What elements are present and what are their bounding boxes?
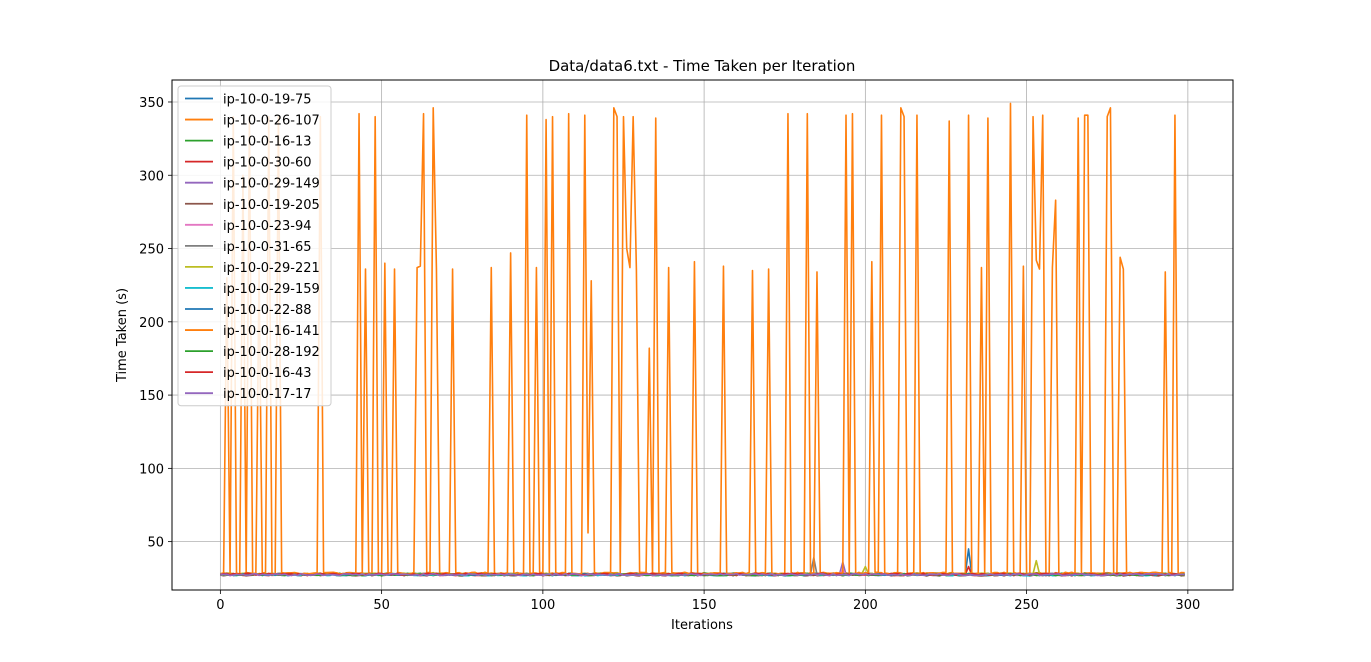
x-axis-label: Iterations bbox=[671, 618, 733, 633]
y-axis-ticks: 50 100 150 200 250 300 350 bbox=[139, 96, 172, 551]
y-tick-label: 300 bbox=[139, 169, 164, 184]
legend-label: ip-10-0-19-205 bbox=[223, 198, 320, 213]
x-tick-label: 300 bbox=[1175, 598, 1200, 613]
y-tick-label: 200 bbox=[139, 316, 164, 331]
legend-label: ip-10-0-30-60 bbox=[223, 156, 312, 171]
y-tick-label: 350 bbox=[139, 96, 164, 111]
series-line-ip-10-0-17-17 bbox=[220, 572, 1185, 577]
legend-label: ip-10-0-16-43 bbox=[223, 366, 312, 381]
grid-lines bbox=[172, 80, 1233, 590]
x-tick-label: 250 bbox=[1014, 598, 1039, 613]
legend-label: ip-10-0-16-13 bbox=[223, 135, 312, 150]
x-tick-label: 50 bbox=[373, 598, 390, 613]
legend-label: ip-10-0-16-141 bbox=[223, 324, 320, 339]
y-tick-label: 150 bbox=[139, 389, 164, 404]
legend-label: ip-10-0-26-107 bbox=[223, 114, 320, 129]
y-tick-label: 100 bbox=[139, 462, 164, 477]
x-tick-label: 200 bbox=[853, 598, 878, 613]
legend-label: ip-10-0-29-149 bbox=[223, 177, 320, 192]
legend-label: ip-10-0-19-75 bbox=[223, 93, 312, 108]
series-line-ip-10-0-16-141 bbox=[220, 102, 1185, 575]
y-tick-label: 250 bbox=[139, 243, 164, 258]
legend-label: ip-10-0-31-65 bbox=[223, 240, 312, 255]
series-line-ip-10-0-19-75 bbox=[220, 548, 1185, 577]
y-axis-label: Time Taken (s) bbox=[115, 288, 130, 383]
legend-label: ip-10-0-28-192 bbox=[223, 345, 320, 360]
x-tick-label: 150 bbox=[692, 598, 717, 613]
legend-label: ip-10-0-23-94 bbox=[223, 219, 312, 234]
chart-title: Data/data6.txt - Time Taken per Iteratio… bbox=[549, 57, 856, 75]
x-tick-label: 100 bbox=[530, 598, 555, 613]
series-lines bbox=[220, 102, 1185, 577]
y-tick-label: 50 bbox=[147, 536, 164, 551]
legend: ip-10-0-19-75 ip-10-0-26-107 ip-10-0-16-13… bbox=[177, 85, 332, 407]
x-axis-ticks: 0 50 100 150 200 250 300 bbox=[216, 590, 1200, 613]
legend-label: ip-10-0-22-88 bbox=[223, 303, 312, 318]
legend-label: ip-10-0-29-159 bbox=[223, 282, 320, 297]
legend-box bbox=[177, 85, 332, 407]
x-tick-label: 0 bbox=[216, 598, 224, 613]
legend-label: ip-10-0-29-221 bbox=[223, 261, 320, 276]
plot-area-frame bbox=[171, 79, 1234, 591]
legend-label: ip-10-0-17-17 bbox=[223, 387, 312, 402]
